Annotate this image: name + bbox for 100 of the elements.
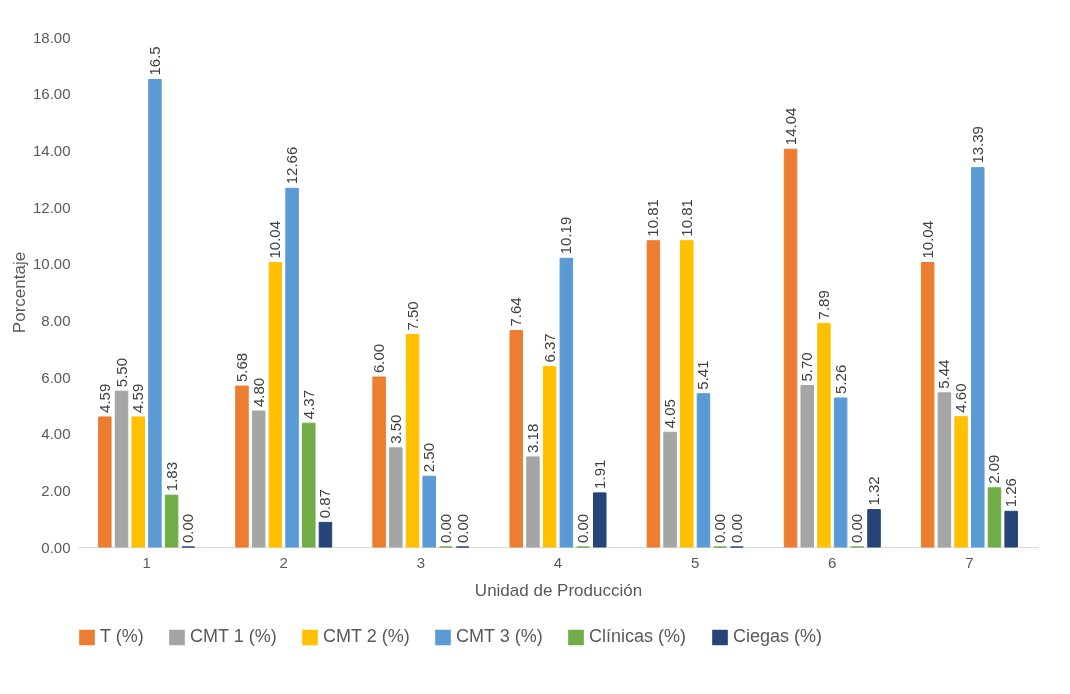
bar [114, 390, 129, 548]
bar [542, 366, 557, 548]
data-label: 4.05 [661, 399, 679, 429]
x-tick-label: 5 [690, 553, 700, 571]
bar [646, 240, 661, 548]
data-label: 16.5 [145, 46, 163, 76]
bar [971, 167, 985, 548]
y-tick-label: 4.00 [41, 425, 71, 443]
x-tick-label: 2 [279, 553, 288, 571]
data-label: 4.80 [249, 377, 267, 407]
y-tick-label: 2.00 [41, 481, 71, 499]
data-label: 14.04 [781, 107, 799, 146]
data-label: 2.09 [985, 454, 1003, 484]
bar [526, 456, 540, 548]
bar [800, 385, 814, 548]
bar [1004, 510, 1018, 548]
legend-label: Clínicas (%) [589, 626, 687, 647]
y-tick-label: 8.00 [41, 311, 71, 329]
x-tick-label: 4 [553, 553, 563, 571]
data-label: 5.41 [694, 360, 712, 390]
bar [251, 410, 266, 548]
bar [318, 521, 333, 548]
data-label: 5.68 [232, 352, 250, 383]
data-label: 5.70 [798, 352, 816, 382]
data-label: 1.91 [590, 459, 608, 489]
data-label: 6.00 [370, 343, 388, 373]
x-tick-label: 1 [142, 553, 151, 571]
bar [509, 330, 524, 548]
data-label: 7.64 [507, 297, 525, 327]
legend-label: CMT 2 (%) [323, 626, 410, 647]
x-tick-label: 6 [828, 553, 837, 571]
bar [131, 416, 145, 548]
bar [663, 431, 677, 548]
y-tick-label: 18.00 [32, 28, 71, 46]
data-label: 3.18 [523, 423, 541, 453]
bar [148, 79, 162, 548]
y-axis-title: Porcentaje [9, 251, 29, 334]
y-tick-label: 14.00 [32, 141, 71, 159]
bar [559, 257, 574, 548]
data-label: 2.50 [420, 442, 438, 473]
bar [389, 447, 403, 548]
y-tick-label: 12.00 [32, 198, 71, 216]
data-label: 10.04 [266, 220, 284, 259]
bar [302, 422, 316, 548]
bar [592, 492, 607, 548]
data-label: 0.00 [711, 513, 729, 543]
bar [867, 509, 881, 548]
bar [833, 397, 848, 548]
data-label: 13.39 [968, 126, 986, 164]
data-label: 0.00 [727, 513, 745, 543]
legend-label: Ciegas (%) [733, 626, 823, 647]
data-label: 10.19 [557, 216, 575, 255]
data-label: 0.00 [848, 513, 866, 543]
bar [920, 262, 935, 548]
data-label: 10.81 [644, 199, 662, 237]
data-label: 0.00 [436, 513, 454, 543]
legend-label: CMT 1 (%) [190, 626, 277, 647]
data-label: 0.00 [179, 513, 197, 543]
bar [285, 187, 299, 548]
data-label: 1.26 [1002, 478, 1020, 508]
data-label: 5.26 [831, 364, 849, 394]
legend-label: CMT 3 (%) [456, 626, 543, 647]
y-tick-label: 10.00 [32, 255, 71, 273]
bar [98, 416, 112, 548]
data-label: 4.59 [95, 383, 113, 413]
bar [783, 148, 798, 548]
data-label: 5.50 [112, 357, 130, 388]
data-label: 7.89 [814, 290, 832, 320]
data-label: 12.66 [283, 146, 301, 185]
data-label: 10.81 [677, 199, 695, 237]
data-label: 1.32 [865, 476, 883, 506]
x-tick-label: 3 [416, 553, 426, 571]
data-label: 7.50 [403, 301, 421, 331]
data-label: 0.00 [574, 513, 592, 543]
y-tick-label: 6.00 [41, 368, 71, 386]
data-label: 5.44 [935, 359, 953, 389]
x-tick-label: 7 [965, 553, 974, 571]
bar [422, 475, 436, 548]
bar [696, 393, 711, 548]
bar [405, 334, 420, 548]
bar [680, 240, 694, 548]
bar [937, 392, 952, 548]
data-label: 0.87 [316, 489, 334, 519]
data-label: 4.60 [952, 383, 970, 413]
y-tick-label: 0.00 [41, 538, 71, 556]
x-axis-title: Unidad de Producción [474, 580, 643, 600]
data-label: 10.04 [918, 220, 936, 259]
data-label: 3.50 [386, 414, 404, 444]
bar [164, 494, 179, 548]
bar [268, 262, 283, 548]
data-label: 1.83 [162, 461, 180, 492]
bar [987, 487, 1002, 548]
data-label: 4.59 [129, 383, 147, 413]
legend-label: T (%) [100, 626, 144, 647]
y-tick-label: 16.00 [32, 85, 71, 103]
data-label: 6.37 [540, 333, 558, 363]
data-label: 4.37 [299, 389, 317, 420]
bar [817, 322, 831, 548]
bar [954, 416, 968, 548]
data-label: 0.00 [453, 513, 471, 543]
